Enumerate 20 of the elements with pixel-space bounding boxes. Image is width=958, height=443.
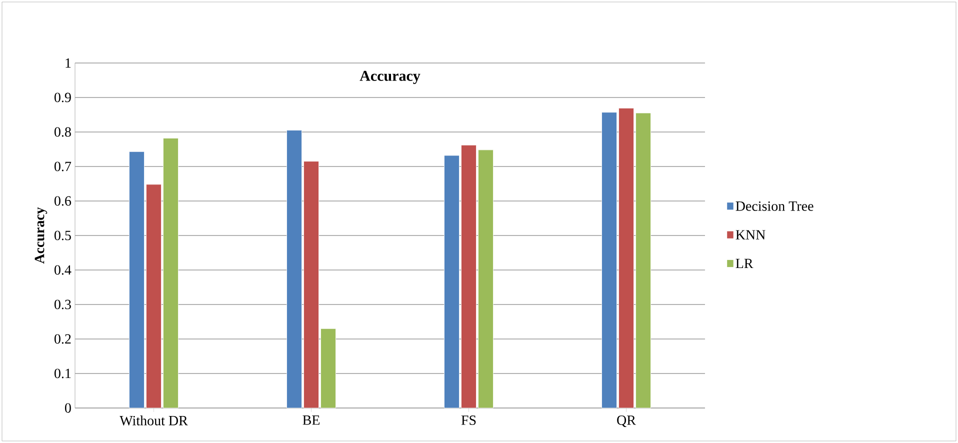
x-tick-label: BE [302, 416, 320, 425]
y-tick-label: 0.3 [54, 300, 71, 310]
y-axis-title: Accuracy [34, 207, 48, 264]
y-tick-label: 0.8 [54, 127, 71, 137]
x-tick-label: Without DR [120, 416, 188, 426]
y-tick-label: 0.7 [54, 162, 72, 172]
y-tick-label: 0.2 [54, 334, 71, 344]
chart-title: Accuracy [360, 70, 420, 84]
y-tick-label: 0.1 [54, 368, 71, 378]
x-tick-label: QR [617, 416, 636, 428]
legend-label: Decision Tree [736, 201, 814, 211]
y-tick-label: 1 [66, 58, 71, 68]
x-tick-label: FS [461, 416, 476, 425]
y-tick-label: 0.6 [54, 196, 72, 206]
y-tick-label: 0.9 [54, 92, 71, 102]
y-tick-label: 0 [65, 403, 71, 413]
legend-label: KNN [736, 230, 766, 240]
legend-label: LR [736, 258, 754, 268]
y-tick-label: 0.5 [54, 230, 71, 240]
y-tick-label: 0.4 [54, 265, 72, 275]
